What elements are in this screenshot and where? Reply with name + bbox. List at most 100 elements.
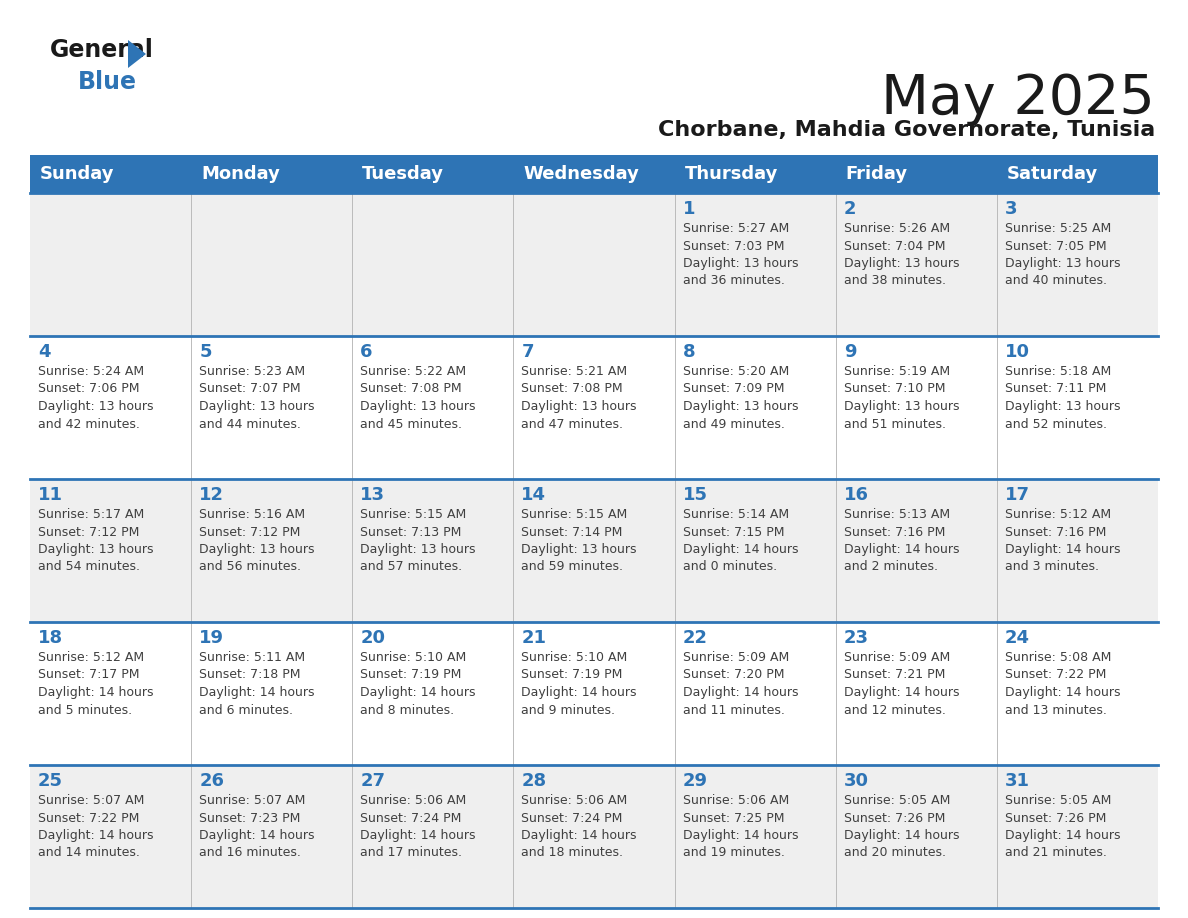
Text: Sunset: 7:11 PM: Sunset: 7:11 PM [1005,383,1106,396]
Text: Sunset: 7:12 PM: Sunset: 7:12 PM [38,525,139,539]
Text: Sunrise: 5:15 AM: Sunrise: 5:15 AM [522,508,627,521]
Bar [30,622,1158,765]
Text: Sunset: 7:16 PM: Sunset: 7:16 PM [1005,525,1106,539]
Text: Sunset: 7:23 PM: Sunset: 7:23 PM [200,812,301,824]
Text: Sunrise: 5:09 AM: Sunrise: 5:09 AM [683,651,789,664]
Text: 25: 25 [38,772,63,790]
Text: and 21 minutes.: and 21 minutes. [1005,846,1107,859]
Text: Friday: Friday [846,165,908,183]
Text: Tuesday: Tuesday [362,165,444,183]
Text: Sunrise: 5:10 AM: Sunrise: 5:10 AM [360,651,467,664]
Text: May 2025: May 2025 [881,72,1155,126]
Text: Sunrise: 5:07 AM: Sunrise: 5:07 AM [200,794,305,807]
Text: 6: 6 [360,343,373,361]
Text: Sunrise: 5:09 AM: Sunrise: 5:09 AM [843,651,950,664]
Text: 14: 14 [522,486,546,504]
Text: and 51 minutes.: and 51 minutes. [843,418,946,431]
Text: Sunrise: 5:06 AM: Sunrise: 5:06 AM [683,794,789,807]
Text: 8: 8 [683,343,695,361]
Text: and 2 minutes.: and 2 minutes. [843,561,937,574]
Bar [30,155,1158,193]
Text: Daylight: 14 hours: Daylight: 14 hours [843,686,959,699]
Text: 10: 10 [1005,343,1030,361]
Text: 1: 1 [683,200,695,218]
Text: Sunset: 7:14 PM: Sunset: 7:14 PM [522,525,623,539]
Text: Daylight: 13 hours: Daylight: 13 hours [683,400,798,413]
Text: Sunset: 7:25 PM: Sunset: 7:25 PM [683,812,784,824]
Text: and 11 minutes.: and 11 minutes. [683,703,784,717]
Text: and 8 minutes.: and 8 minutes. [360,703,455,717]
Text: Daylight: 14 hours: Daylight: 14 hours [1005,543,1120,556]
Text: Sunrise: 5:10 AM: Sunrise: 5:10 AM [522,651,627,664]
Text: and 17 minutes.: and 17 minutes. [360,846,462,859]
Text: 15: 15 [683,486,708,504]
Text: 20: 20 [360,629,385,647]
Bar [30,765,1158,908]
Text: Wednesday: Wednesday [524,165,639,183]
Text: 4: 4 [38,343,51,361]
Text: Daylight: 14 hours: Daylight: 14 hours [1005,686,1120,699]
Text: Sunset: 7:16 PM: Sunset: 7:16 PM [843,525,946,539]
Text: and 42 minutes.: and 42 minutes. [38,418,140,431]
Text: and 9 minutes.: and 9 minutes. [522,703,615,717]
Text: 18: 18 [38,629,63,647]
Text: Sunset: 7:08 PM: Sunset: 7:08 PM [522,383,623,396]
Text: Sunrise: 5:08 AM: Sunrise: 5:08 AM [1005,651,1111,664]
Text: Sunrise: 5:16 AM: Sunrise: 5:16 AM [200,508,305,521]
Text: and 59 minutes.: and 59 minutes. [522,561,624,574]
Text: 17: 17 [1005,486,1030,504]
Text: Sunrise: 5:14 AM: Sunrise: 5:14 AM [683,508,789,521]
Text: Daylight: 13 hours: Daylight: 13 hours [843,257,959,270]
Text: Daylight: 14 hours: Daylight: 14 hours [843,543,959,556]
Text: Daylight: 14 hours: Daylight: 14 hours [683,543,798,556]
Text: Sunrise: 5:05 AM: Sunrise: 5:05 AM [843,794,950,807]
Text: Sunrise: 5:25 AM: Sunrise: 5:25 AM [1005,222,1111,235]
Text: Daylight: 14 hours: Daylight: 14 hours [38,686,153,699]
Text: Sunrise: 5:05 AM: Sunrise: 5:05 AM [1005,794,1111,807]
Text: Sunset: 7:09 PM: Sunset: 7:09 PM [683,383,784,396]
Text: 9: 9 [843,343,857,361]
Text: and 54 minutes.: and 54 minutes. [38,561,140,574]
Text: Sunrise: 5:20 AM: Sunrise: 5:20 AM [683,365,789,378]
Text: Sunset: 7:17 PM: Sunset: 7:17 PM [38,668,139,681]
Text: and 20 minutes.: and 20 minutes. [843,846,946,859]
Text: and 56 minutes.: and 56 minutes. [200,561,301,574]
Bar [30,479,1158,622]
Text: 11: 11 [38,486,63,504]
Text: Daylight: 13 hours: Daylight: 13 hours [200,400,315,413]
Text: Daylight: 13 hours: Daylight: 13 hours [843,400,959,413]
Bar [30,193,1158,336]
Text: Sunrise: 5:19 AM: Sunrise: 5:19 AM [843,365,950,378]
Text: Daylight: 13 hours: Daylight: 13 hours [200,543,315,556]
Text: Sunset: 7:05 PM: Sunset: 7:05 PM [1005,240,1106,252]
Text: 13: 13 [360,486,385,504]
Text: and 12 minutes.: and 12 minutes. [843,703,946,717]
Text: and 19 minutes.: and 19 minutes. [683,846,784,859]
Text: Sunset: 7:06 PM: Sunset: 7:06 PM [38,383,139,396]
Text: Sunset: 7:18 PM: Sunset: 7:18 PM [200,668,301,681]
Text: Sunrise: 5:12 AM: Sunrise: 5:12 AM [1005,508,1111,521]
Text: and 49 minutes.: and 49 minutes. [683,418,784,431]
Text: Thursday: Thursday [684,165,778,183]
Text: Sunrise: 5:24 AM: Sunrise: 5:24 AM [38,365,144,378]
Text: Sunrise: 5:07 AM: Sunrise: 5:07 AM [38,794,145,807]
Text: Daylight: 14 hours: Daylight: 14 hours [683,686,798,699]
Text: Daylight: 14 hours: Daylight: 14 hours [1005,829,1120,842]
Text: 24: 24 [1005,629,1030,647]
Text: Sunset: 7:24 PM: Sunset: 7:24 PM [522,812,623,824]
Polygon shape [128,40,146,68]
Text: Sunrise: 5:11 AM: Sunrise: 5:11 AM [200,651,305,664]
Text: and 38 minutes.: and 38 minutes. [843,274,946,287]
Text: Daylight: 13 hours: Daylight: 13 hours [683,257,798,270]
Text: Sunset: 7:22 PM: Sunset: 7:22 PM [1005,668,1106,681]
Text: Sunset: 7:15 PM: Sunset: 7:15 PM [683,525,784,539]
Text: and 57 minutes.: and 57 minutes. [360,561,462,574]
Text: Sunset: 7:03 PM: Sunset: 7:03 PM [683,240,784,252]
Text: and 45 minutes.: and 45 minutes. [360,418,462,431]
Text: Daylight: 14 hours: Daylight: 14 hours [843,829,959,842]
Text: Sunset: 7:08 PM: Sunset: 7:08 PM [360,383,462,396]
Text: 23: 23 [843,629,868,647]
Text: 26: 26 [200,772,225,790]
Text: Daylight: 13 hours: Daylight: 13 hours [1005,257,1120,270]
Text: Saturday: Saturday [1007,165,1098,183]
